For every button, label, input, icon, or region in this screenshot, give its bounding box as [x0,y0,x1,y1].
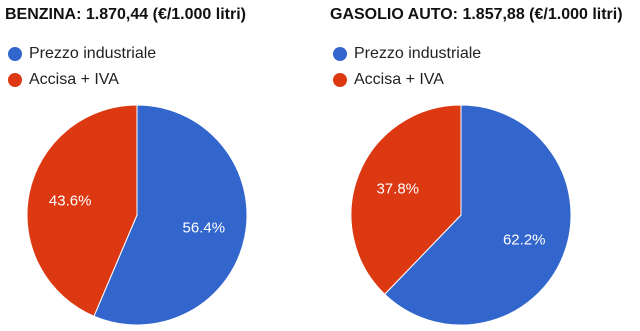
legend-label: Prezzo industriale [29,45,156,62]
legend-swatch [8,47,22,61]
legend-label: Accisa + IVA [354,71,444,88]
legend-swatch [8,73,22,87]
slice-label: 37.8% [376,180,419,197]
slice-label: 43.6% [49,192,92,209]
legend-swatch [333,47,347,61]
chart-title: GASOLIO AUTO: 1.857,88 (€/1.000 litri) [330,6,623,23]
slice-label: 62.2% [503,231,546,248]
pie-slice [350,104,462,295]
pie-slice [26,104,138,317]
pie-slice [93,104,248,326]
chart-title: BENZINA: 1.870,44 (€/1.000 litri) [5,6,246,23]
slice-label: 56.4% [183,220,226,237]
pie-slice [383,104,572,326]
legend-label: Prezzo industriale [354,45,481,62]
legend-label: Accisa + IVA [29,71,119,88]
legend-swatch [333,73,347,87]
